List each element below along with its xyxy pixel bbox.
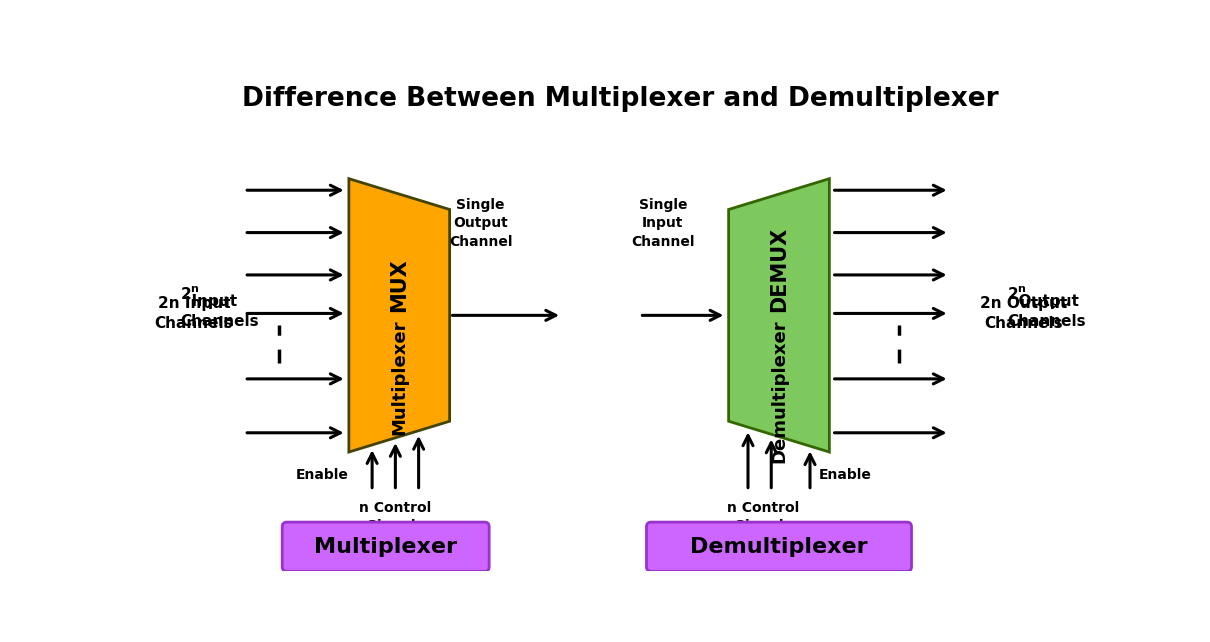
Text: 2: 2 — [180, 287, 191, 302]
FancyBboxPatch shape — [646, 522, 911, 571]
Polygon shape — [728, 178, 829, 452]
Text: 2n Input
Channels: 2n Input Channels — [155, 296, 234, 331]
Text: Single
Output
Channel: Single Output Channel — [449, 198, 512, 248]
Text: Demultiplexer: Demultiplexer — [770, 319, 788, 463]
Text: Demultiplexer: Demultiplexer — [690, 537, 868, 557]
Text: 2n Output
Channels: 2n Output Channels — [980, 296, 1067, 331]
Text: DEMUX: DEMUX — [770, 226, 789, 311]
Polygon shape — [348, 178, 450, 452]
Text: Single
Input
Channel: Single Input Channel — [630, 198, 695, 248]
FancyBboxPatch shape — [282, 522, 489, 571]
Text: Output
Channels: Output Channels — [1008, 294, 1087, 329]
Text: Multiplexer: Multiplexer — [391, 319, 408, 435]
Text: n Control
Signals: n Control Signals — [359, 501, 432, 533]
Text: Enable: Enable — [295, 468, 348, 482]
Text: MUX: MUX — [390, 257, 409, 311]
Text: n Control
Signals: n Control Signals — [727, 501, 800, 533]
Text: Input
Channels: Input Channels — [180, 294, 259, 329]
Text: n: n — [190, 284, 198, 294]
Text: n: n — [1016, 284, 1025, 294]
Text: Enable: Enable — [818, 468, 871, 482]
Text: 2: 2 — [1008, 287, 1019, 302]
Text: Difference Between Multiplexer and Demultiplexer: Difference Between Multiplexer and Demul… — [242, 86, 998, 112]
Text: Multiplexer: Multiplexer — [315, 537, 457, 557]
